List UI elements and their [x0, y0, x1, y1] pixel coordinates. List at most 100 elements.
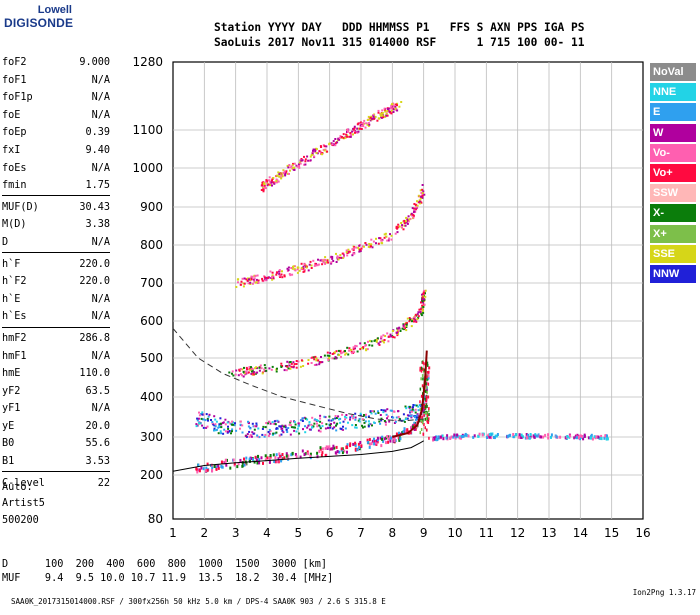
echo-point [300, 158, 303, 160]
legend-item-nnw: NNW [650, 264, 696, 283]
echo-point [219, 430, 222, 433]
param-row-he: h`E N/A [2, 291, 110, 309]
echo-point [390, 436, 393, 440]
echo-point [420, 201, 423, 204]
x-tick-label: 16 [635, 526, 650, 540]
echo-point [272, 275, 275, 278]
echo-point [583, 434, 586, 438]
echo-point [339, 350, 342, 353]
echo-point [340, 136, 343, 139]
echo-point [336, 256, 339, 259]
echo-point [195, 425, 198, 428]
echo-point [346, 135, 349, 138]
echo-point [381, 114, 384, 117]
echo-point [232, 374, 235, 377]
echo-point [383, 437, 386, 441]
echo-point [369, 116, 372, 119]
echo-point [364, 420, 367, 423]
echo-point [412, 404, 415, 406]
echo-point [315, 357, 318, 360]
echo-point [352, 415, 355, 418]
echo-point [254, 274, 257, 277]
echo-point [360, 444, 363, 448]
echo-point [338, 418, 340, 421]
echo-point [422, 301, 425, 304]
echo-point [201, 424, 204, 427]
echo-point [278, 269, 281, 272]
echo-point [298, 269, 301, 272]
echo-point [273, 460, 276, 463]
echo-point [400, 101, 403, 103]
echo-point [309, 159, 312, 162]
echo-point [229, 466, 232, 470]
echo-point [267, 435, 270, 437]
echo-point [324, 453, 327, 457]
echo-point [428, 370, 430, 374]
echo-point [446, 434, 449, 438]
echo-point [337, 138, 339, 141]
echo-point [239, 458, 242, 462]
echo-point [402, 419, 405, 422]
echo-point [362, 125, 365, 128]
echo-point [393, 422, 396, 424]
o-trace-fit [392, 350, 428, 438]
echo-point [336, 450, 339, 453]
echo-point [341, 413, 344, 416]
echo-point [303, 163, 306, 166]
echo-point [320, 361, 323, 364]
param-row-fof1: foF1 N/A [2, 72, 110, 90]
echo-point [401, 431, 404, 434]
echo-point [234, 373, 237, 376]
echo-point [437, 435, 440, 439]
param-row-yf2: yF2 63.5 [2, 383, 110, 401]
y-tick-label: 600 [140, 314, 163, 328]
echo-point [257, 427, 260, 430]
echo-point [392, 436, 395, 440]
echo-point [281, 429, 284, 432]
echo-point [228, 371, 231, 374]
echo-point [388, 237, 391, 240]
echo-point [246, 279, 249, 282]
echo-point [606, 437, 609, 441]
echo-point [340, 428, 343, 430]
echo-point [309, 155, 312, 158]
x-tick-label: 10 [447, 526, 462, 540]
echo-point [379, 113, 382, 116]
echo-point [415, 416, 418, 419]
echo-point [219, 417, 222, 420]
param-value: N/A [91, 74, 110, 86]
echo-point [394, 105, 397, 108]
echo-point [321, 152, 324, 155]
echo-point [600, 434, 603, 438]
echo-point [349, 135, 352, 138]
echo-point [314, 355, 317, 358]
echo-point [261, 372, 264, 375]
polarization-legend: NoVal NNE E W Vo- Vo+ SSW X- X+ SSE NNW [650, 63, 696, 285]
x-tick-label: 2 [201, 526, 209, 540]
echo-point [396, 102, 399, 105]
echo-point [367, 124, 370, 127]
echo-point [227, 430, 229, 433]
echo-point [221, 465, 223, 469]
echo-point [413, 423, 416, 427]
echo-point [247, 420, 249, 423]
model-profile-dashed [172, 328, 424, 422]
echo-point [271, 365, 274, 368]
echo-point [261, 181, 264, 184]
echo-point [280, 176, 283, 179]
echo-point [462, 434, 465, 438]
echo-point [547, 433, 550, 437]
echo-point [266, 456, 269, 460]
param-value: 55.6 [85, 438, 110, 450]
echo-point [412, 319, 415, 322]
echo-point [276, 271, 278, 274]
echo-point [248, 457, 251, 461]
echo-point [327, 419, 330, 422]
echo-point [319, 259, 322, 262]
logo-lowell-text: Lowell [37, 4, 72, 16]
echo-point [331, 257, 334, 260]
echo-point [419, 189, 422, 192]
echo-point [378, 117, 381, 120]
echo-point [433, 437, 436, 441]
echo-point [239, 423, 242, 426]
